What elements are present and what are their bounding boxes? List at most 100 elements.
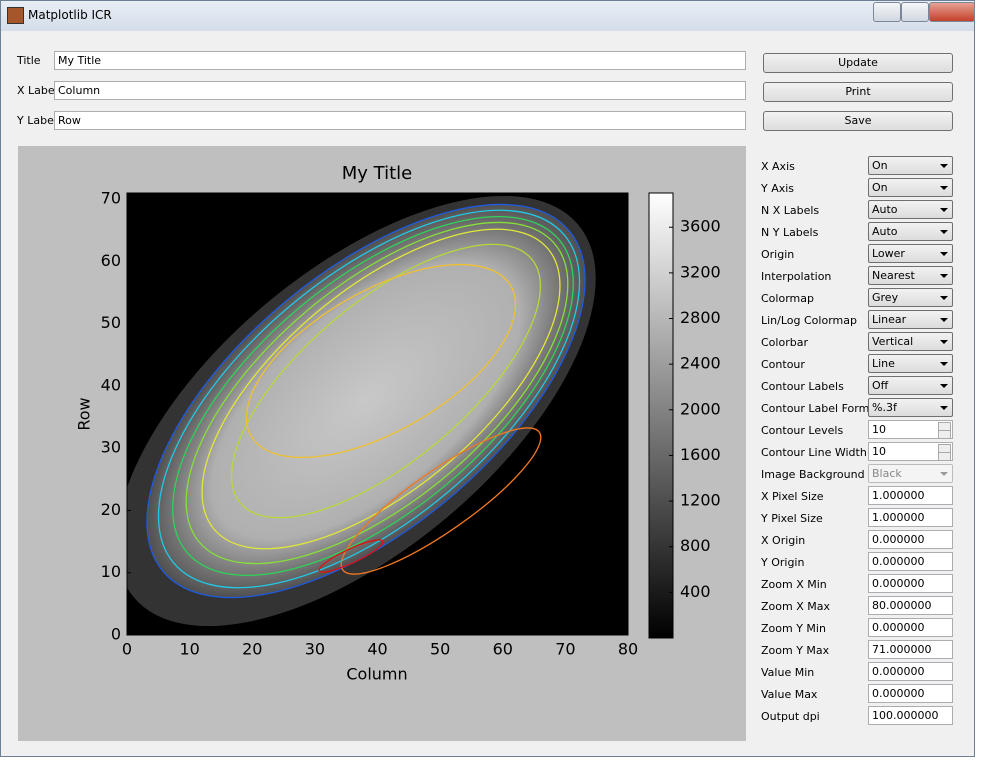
dropdown-value: Auto [872,225,898,238]
dropdown-arrow [940,208,948,212]
x-tick-label: 70 [555,640,575,659]
setting-label: Y Pixel Size [761,512,823,525]
dropdown[interactable]: Auto [868,200,953,219]
dropdown[interactable]: %.3f [868,398,953,417]
dropdown-arrow [940,340,948,344]
setting-label: Contour Labels [761,380,844,393]
image [127,195,596,627]
dropdown[interactable]: Vertical [868,332,953,351]
dropdown-arrow [940,186,948,190]
text-input[interactable]: Column [54,81,746,100]
colorbar-tick-label: 3600 [680,217,721,236]
dropdown[interactable]: Grey [868,288,953,307]
button[interactable]: Save [763,111,953,131]
dropdown-arrow [940,252,948,256]
x-tick-label: 60 [493,640,513,659]
dropdown-value: Linear [872,313,907,326]
y-tick-label: 0 [111,625,121,644]
text-input[interactable]: 0.000000 [868,662,953,681]
dropdown-arrow [940,230,948,234]
text-input[interactable]: 0.000000 [868,684,953,703]
minimize-button[interactable] [873,2,901,22]
dropdown[interactable]: Lower [868,244,953,263]
text-input[interactable]: 0.000000 [868,530,953,549]
x-axis-label: Column [346,665,407,684]
setting-label: Colormap [761,292,814,305]
setting-label: Colorbar [761,336,808,349]
dropdown-value: %.3f [872,401,897,414]
setting-label: Zoom X Max [761,600,830,613]
text-input[interactable]: Row [54,111,746,130]
dropdown[interactable]: Linear [868,310,953,329]
figure-panel: My Title Column Row 0 10 20 30 40 50 60 70 80 0 10… [18,146,746,741]
x-tick-label: 80 [618,640,638,659]
maximize-button[interactable] [901,2,929,22]
setting-label: Zoom X Min [761,578,827,591]
dropdown[interactable]: Auto [868,222,953,241]
setting-label: Interpolation [761,270,832,283]
y-tick-label: 50 [101,313,121,332]
field-label: X Label [17,84,58,97]
window-title: Matplotlib ICR [28,8,112,22]
dropdown[interactable]: On [868,178,953,197]
text-input[interactable]: 100.000000 [868,706,953,725]
setting-label: X Axis [761,160,795,173]
setting-label: Y Origin [761,556,805,569]
setting-label: Value Min [761,666,815,679]
setting-label: N X Labels [761,204,820,217]
dropdown: Black [868,464,953,483]
dropdown[interactable]: Line [868,354,953,373]
spin-arrow[interactable] [938,430,951,439]
colorbar-tick-label: 400 [680,582,711,601]
setting-label: Output dpi [761,710,820,723]
dropdown-value: On [872,159,888,172]
x-tick-label: 20 [242,640,262,659]
dropdown-arrow [940,296,948,300]
dropdown-arrow [940,406,948,410]
colorbar-tick-label: 3200 [680,262,721,281]
dropdown-value: Auto [872,203,898,216]
dropdown-value: On [872,181,888,194]
spin-box[interactable]: 10 [868,420,953,439]
dropdown[interactable]: Nearest [868,266,953,285]
text-input[interactable]: 1.000000 [868,508,953,527]
y-tick-label: 10 [101,562,121,581]
dropdown-value: Black [872,467,902,480]
text-input[interactable]: 1.000000 [868,486,953,505]
y-tick-label: 30 [101,438,121,457]
x-tick-label: 40 [367,640,387,659]
y-tick-label: 60 [101,251,121,270]
setting-label: Zoom Y Max [761,644,830,657]
chart: My Title Column Row 0 10 20 30 40 50 60 70 80010… [75,163,721,684]
button[interactable]: Print [763,82,953,102]
field-label: Title [17,54,41,67]
close-button[interactable] [929,2,975,22]
spin-arrow[interactable] [938,452,951,461]
setting-label: Y Axis [761,182,795,195]
colorbar [648,192,674,639]
dropdown[interactable]: Off [868,376,953,395]
colorbar-tick-label: 800 [680,536,711,555]
setting-label: Origin [761,248,795,261]
x-tick-label: 50 [430,640,450,659]
setting-label: X Origin [761,534,806,547]
setting-label: Lin/Log Colormap [761,314,857,327]
setting-label: X Pixel Size [761,490,824,503]
y-axis-label: Row [75,397,94,430]
text-input[interactable]: My Title [54,51,746,70]
dropdown[interactable]: On [868,156,953,175]
text-input[interactable]: 80.000000 [868,596,953,615]
text-input[interactable]: 71.000000 [868,640,953,659]
colorbar-tick-label: 2800 [680,308,721,327]
text-input[interactable]: 0.000000 [868,574,953,593]
setting-label: Contour Levels [761,424,844,437]
dropdown-value: Lower [872,247,905,260]
button[interactable]: Update [763,53,953,73]
text-input[interactable]: 0.000000 [868,552,953,571]
text-input[interactable]: 0.000000 [868,618,953,637]
dropdown-value: Off [872,379,889,392]
spin-box[interactable]: 10 [868,442,953,461]
setting-label: Contour Line Width [761,446,867,459]
